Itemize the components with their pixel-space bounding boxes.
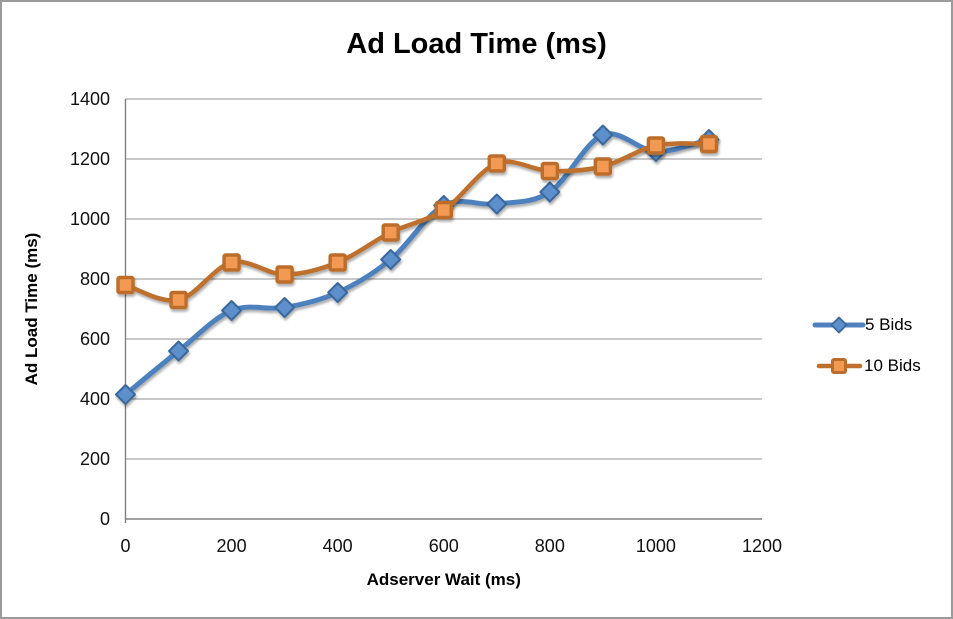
data-point-marker	[434, 200, 453, 220]
x-tick-label: 200	[216, 536, 247, 556]
x-tick-label: 1200	[741, 536, 783, 556]
series-layer	[115, 124, 720, 405]
data-point-marker	[169, 290, 188, 310]
data-point-marker	[380, 249, 402, 270]
x-tick-label: 1000	[635, 536, 676, 556]
legend-swatches	[812, 316, 866, 374]
chart-title: Ad Load Time (ms)	[346, 28, 607, 60]
y-tick-label: 800	[79, 269, 110, 289]
data-point-marker	[486, 193, 508, 215]
data-point-marker	[593, 157, 613, 176]
x-tick-label: 0	[120, 536, 131, 556]
legend-swatch-5-bids	[812, 316, 866, 334]
series-5-bids	[115, 124, 720, 405]
legend-item-5-bids: 5 Bids	[865, 315, 913, 334]
x-tick-label: 800	[534, 536, 565, 556]
y-tick-label: 1000	[69, 209, 110, 229]
data-point-marker	[116, 275, 135, 295]
data-point-marker	[699, 134, 719, 154]
data-point-marker	[381, 223, 400, 242]
data-point-marker	[592, 124, 614, 146]
data-point-marker	[222, 253, 241, 272]
data-point-marker	[274, 297, 296, 318]
y-tick-label: 400	[79, 389, 110, 409]
data-point-marker	[540, 161, 560, 181]
data-point-marker	[646, 136, 666, 155]
y-tick-label: 1200	[69, 149, 110, 169]
data-point-marker	[168, 340, 190, 362]
y-tick-label: 1400	[69, 89, 110, 109]
series-10-bids	[116, 134, 719, 310]
data-point-marker	[487, 154, 506, 173]
x-tick-label: 400	[322, 536, 353, 556]
legend-item-10-bids: 10 Bids	[864, 356, 921, 375]
y-axis-title: Ad Load Time (ms)	[22, 232, 41, 386]
y-tick-label: 0	[99, 509, 110, 529]
y-tick-label: 600	[79, 329, 110, 349]
data-point-marker	[275, 265, 294, 284]
axes	[124, 99, 762, 523]
x-axis-title: Adserver Wait (ms)	[366, 570, 521, 589]
data-point-marker	[328, 253, 347, 272]
data-point-marker	[327, 282, 349, 303]
data-point-marker	[221, 300, 243, 321]
data-point-marker	[539, 181, 561, 203]
legend-swatch-10-bids	[816, 358, 863, 374]
x-tick-label: 600	[428, 536, 459, 556]
y-tick-label: 200	[79, 449, 110, 469]
data-point-marker	[115, 384, 136, 405]
